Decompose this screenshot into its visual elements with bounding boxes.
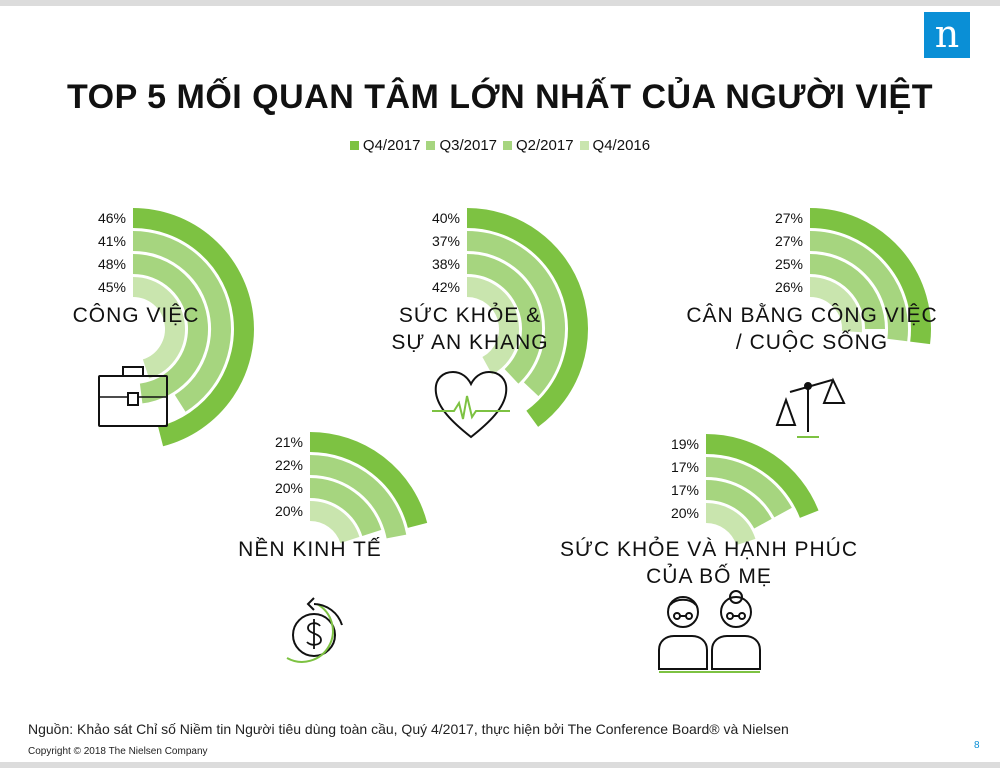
group-label: CÂN BẰNG CÔNG VIỆC bbox=[686, 303, 937, 327]
data-label: 40% bbox=[432, 210, 460, 226]
nielsen-logo: n bbox=[924, 12, 970, 58]
data-label: 20% bbox=[275, 480, 303, 496]
arc-bar bbox=[132, 231, 231, 412]
data-label: 20% bbox=[275, 503, 303, 519]
arc-bar bbox=[809, 277, 862, 333]
arc-bar bbox=[309, 478, 382, 537]
data-label: 27% bbox=[775, 233, 803, 249]
legend-label: Q2/2017 bbox=[516, 137, 574, 154]
arc-bar bbox=[466, 231, 565, 397]
chart-group-3: 21% 22% 20% 20% NỀN KINH TẾ bbox=[238, 432, 428, 561]
arc-bar bbox=[809, 208, 931, 345]
legend-item-3: Q4/2016 bbox=[579, 137, 651, 154]
legend-swatch bbox=[349, 141, 359, 150]
arc-bar bbox=[705, 434, 819, 519]
data-label: 45% bbox=[98, 279, 126, 295]
data-label: 41% bbox=[98, 233, 126, 249]
dollar-coin-icon bbox=[286, 597, 343, 663]
data-label: 19% bbox=[671, 436, 699, 452]
arc-bar bbox=[705, 457, 792, 518]
arc-bar bbox=[809, 231, 908, 342]
legend-label: Q3/2017 bbox=[439, 137, 497, 154]
arc-bar bbox=[132, 208, 254, 447]
heart-pulse-icon bbox=[432, 370, 510, 439]
chart-legend: Q4/2017 Q3/2017 Q2/2017 Q4/2016 bbox=[0, 137, 1000, 154]
bottom-border bbox=[0, 762, 1000, 768]
data-label: 26% bbox=[775, 279, 803, 295]
page-title: TOP 5 MỐI QUAN TÂM LỚN NHẤT CỦA NGƯỜI VI… bbox=[67, 78, 933, 116]
group-label: NỀN KINH TẾ bbox=[238, 538, 382, 561]
parents-icon bbox=[658, 590, 761, 673]
legend-label: Q4/2017 bbox=[362, 137, 421, 154]
arc-bar bbox=[466, 277, 519, 375]
arc-bar bbox=[705, 503, 756, 546]
chart-group-2: 27% 27% 25% 26% CÂN BẰNG CÔNG VIỆC / CUỘC SỐN… bbox=[686, 208, 937, 354]
data-label: 21% bbox=[275, 434, 303, 450]
legend-label: Q4/2016 bbox=[592, 137, 651, 154]
data-label: 48% bbox=[98, 256, 126, 272]
data-label: 22% bbox=[275, 457, 303, 473]
arc-bar bbox=[466, 254, 542, 384]
group-label: / CUỘC SỐNG bbox=[736, 330, 888, 354]
data-label: 42% bbox=[432, 279, 460, 295]
group-label: SỨC KHỎE & bbox=[399, 303, 541, 327]
group-label: SỨC KHỎE VÀ HẠNH PHÚC bbox=[560, 537, 858, 561]
briefcase-icon bbox=[98, 366, 168, 427]
top-border bbox=[0, 0, 1000, 6]
data-label: 20% bbox=[671, 505, 699, 521]
legend-item-1: Q3/2017 bbox=[426, 137, 497, 154]
arc-bar bbox=[309, 501, 360, 544]
chart-group-1: 40% 37% 38% 42% SỨC KHỎE & SỰ AN KHANG bbox=[391, 208, 588, 427]
arc-bar bbox=[132, 277, 185, 379]
data-label: 37% bbox=[432, 233, 460, 249]
data-label: 17% bbox=[671, 459, 699, 475]
legend-swatch bbox=[579, 141, 589, 150]
source-note: Nguồn: Khảo sát Chỉ số Niềm tin Người ti… bbox=[28, 721, 789, 737]
arc-bar bbox=[309, 432, 428, 529]
group-label: SỰ AN KHANG bbox=[391, 331, 548, 354]
arc-bar bbox=[809, 254, 885, 330]
legend-item-0: Q4/2017 bbox=[349, 137, 421, 154]
data-label: 46% bbox=[98, 210, 126, 226]
legend-item-2: Q2/2017 bbox=[503, 137, 574, 154]
page-number: 8 bbox=[974, 740, 980, 751]
group-label: CỦA BỐ MẸ bbox=[646, 564, 772, 588]
arc-bar bbox=[705, 480, 772, 529]
chart-groups: 46% 41% 48% 45% CÔNG VIỆC 40% 37% 38% 42% SỨC KHỎ… bbox=[73, 208, 937, 588]
data-label: 25% bbox=[775, 256, 803, 272]
data-label: 17% bbox=[671, 482, 699, 498]
data-label: 38% bbox=[432, 256, 460, 272]
legend-swatch bbox=[503, 141, 512, 150]
legend-swatch bbox=[426, 141, 436, 150]
arc-bar bbox=[309, 455, 407, 539]
chart-group-4: 19% 17% 17% 20% SỨC KHỎE VÀ HẠNH PHÚC CỦA BỐ … bbox=[560, 434, 858, 588]
logo-letter: n bbox=[934, 12, 960, 56]
balance-scale-icon bbox=[775, 377, 846, 438]
copyright: Copyright © 2018 The Nielsen Company bbox=[28, 746, 208, 757]
data-label: 27% bbox=[775, 210, 803, 226]
arc-bar bbox=[466, 208, 588, 427]
group-label: CÔNG VIỆC bbox=[73, 304, 200, 327]
chart-group-0: 46% 41% 48% 45% CÔNG VIỆC bbox=[73, 208, 254, 447]
